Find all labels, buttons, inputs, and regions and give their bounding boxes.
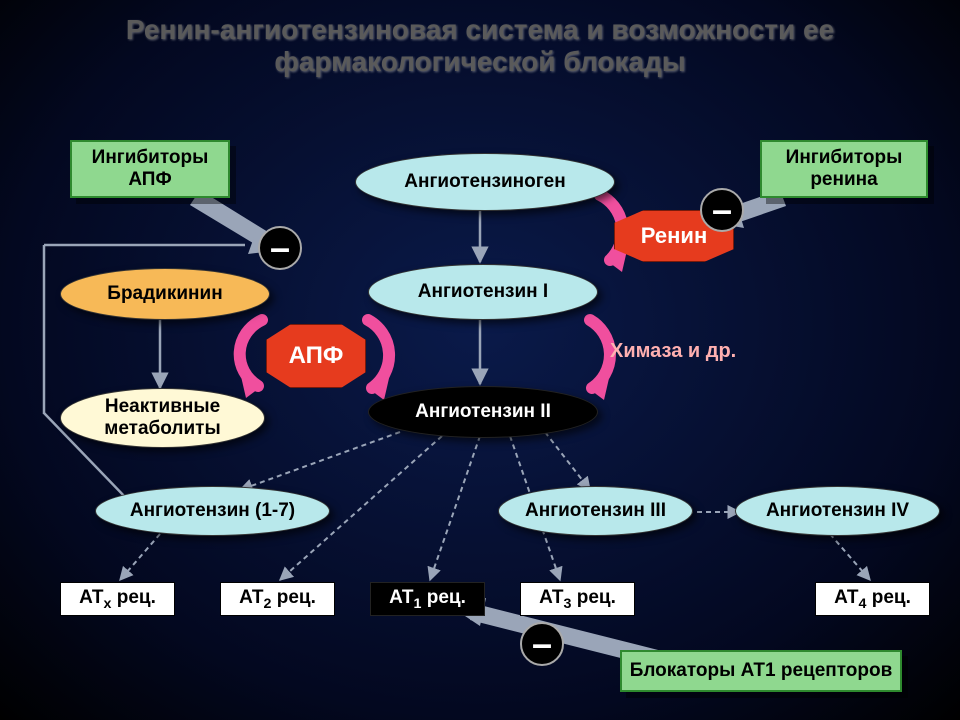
box-at4: АТ4 рец.: [815, 582, 930, 616]
label: Блокаторы АТ1 рецепторов: [630, 660, 893, 682]
node-bradykinin: Брадикинин: [60, 268, 270, 320]
box-ace-inhibitors: Ингибиторы АПФ: [70, 140, 230, 198]
label: АПФ: [289, 342, 344, 370]
label: АТ3 рец.: [539, 587, 616, 612]
label: Ангиотензиноген: [404, 171, 565, 193]
label: АТx рец.: [79, 587, 156, 612]
box-at2: АТ2 рец.: [220, 582, 335, 616]
label: АТ4 рец.: [834, 587, 911, 612]
box-at1: АТ1 рец.: [370, 582, 485, 616]
minus-renin: –: [700, 188, 744, 232]
node-angiotensin1: Ангиотензин I: [368, 264, 598, 320]
node-angiotensin17: Ангиотензин (1-7): [95, 486, 330, 536]
node-angiotensin4: Ангиотензин IV: [735, 486, 940, 536]
node-angiotensinogen: Ангиотензиноген: [355, 153, 615, 211]
label: Неактивные метаболиты: [61, 396, 264, 440]
minus-at1: –: [520, 622, 564, 666]
box-at3: АТ3 рец.: [520, 582, 635, 616]
node-angiotensin3: Ангиотензин III: [498, 486, 693, 536]
node-inactive-metabolites: Неактивные метаболиты: [60, 388, 265, 448]
page-title: Ренин-ангиотензиновая система и возможно…: [0, 14, 960, 78]
node-angiotensin2: Ангиотензин II: [368, 386, 598, 438]
label: Ангиотензин IV: [766, 500, 909, 522]
label: Химаза и др.: [610, 340, 736, 362]
box-atx: АТx рец.: [60, 582, 175, 616]
label: АТ1 рец.: [389, 587, 466, 612]
label: Ангиотензин I: [418, 281, 548, 303]
label-chymase: Химаза и др.: [610, 340, 736, 363]
label: АТ2 рец.: [239, 587, 316, 612]
label: Брадикинин: [107, 283, 222, 305]
label: Ингибиторы ренина: [762, 147, 926, 191]
label: Ангиотензин III: [525, 500, 666, 522]
box-renin-inhibitors: Ингибиторы ренина: [760, 140, 928, 198]
label: Ангиотензин II: [415, 401, 551, 423]
label: Ангиотензин (1-7): [130, 500, 295, 522]
minus-ace: –: [258, 226, 302, 270]
label: Ренин: [641, 223, 707, 249]
node-ace: АПФ: [266, 324, 366, 388]
box-at1-blockers: Блокаторы АТ1 рецепторов: [620, 650, 902, 692]
label: Ингибиторы АПФ: [72, 147, 228, 191]
